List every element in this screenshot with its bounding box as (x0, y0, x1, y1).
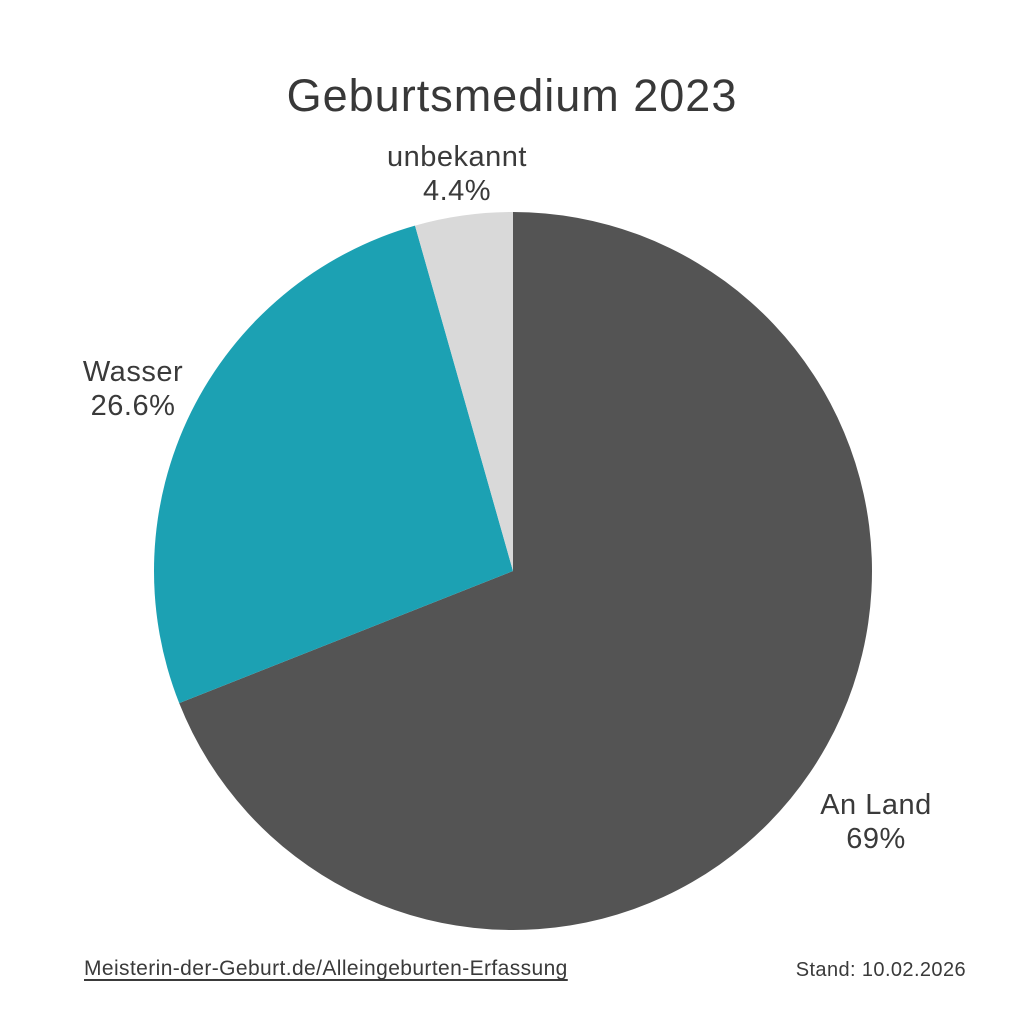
stand-date-label: Stand: 10.02.2026 (795, 959, 966, 981)
pie-slice-unbekannt (415, 212, 513, 571)
slice-label-wasser: Wasser 26.6% (23, 356, 243, 423)
slice-label-wasser-pct: 26.6% (90, 389, 176, 422)
slice-label-unbekannt-name: unbekannt (387, 141, 527, 173)
slice-label-an-land-pct: 69% (846, 822, 906, 855)
pie-slice-wasser (153, 225, 513, 704)
source-link[interactable]: Meisterin-der-Geburt.de/Alleingeburten-E… (84, 957, 568, 980)
chart-title: Geburtsmedium 2023 (286, 70, 738, 121)
pie-slice-an-land (179, 212, 872, 930)
slice-label-unbekannt: unbekannt 4.4% (337, 141, 577, 208)
slice-label-an-land: An Land 69% (766, 789, 986, 856)
slice-label-wasser-name: Wasser (82, 356, 184, 388)
slice-label-unbekannt-pct: 4.4% (422, 174, 492, 207)
slice-label-an-land-name: An Land (820, 789, 932, 821)
